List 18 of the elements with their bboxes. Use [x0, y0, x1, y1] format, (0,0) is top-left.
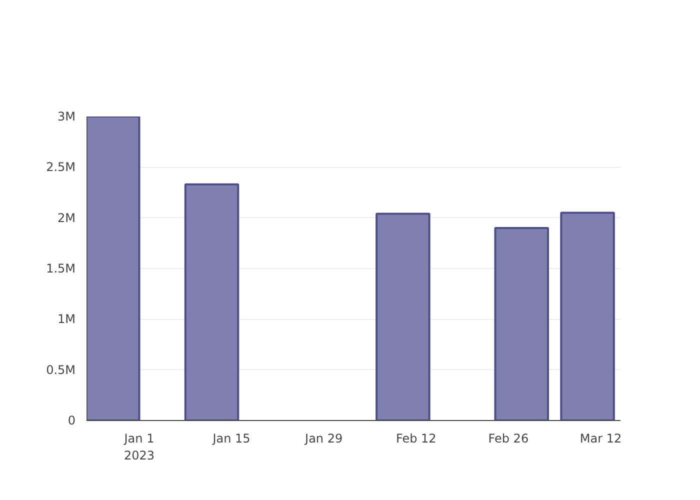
x-tick-label: Feb 26: [488, 432, 529, 446]
bar: [560, 212, 615, 420]
bar: [184, 183, 240, 420]
y-tick-label: 1.5M: [46, 262, 76, 276]
y-tick-label: 0.5M: [46, 362, 76, 377]
x-tick-label: Jan 15: [212, 432, 250, 446]
y-tick-label: 3M: [58, 110, 76, 124]
x-tick-label: Jan 1 2023: [123, 432, 155, 462]
y-tick-label: 2.5M: [46, 160, 76, 174]
bar: [494, 226, 549, 420]
x-tick-label: Jan 29: [304, 432, 343, 446]
y-tick-label: 0: [68, 414, 76, 428]
x-tick-label: Mar 12: [580, 432, 622, 446]
y-tick-label: 2M: [58, 210, 76, 225]
bar: [86, 116, 140, 420]
bar: [376, 212, 430, 420]
x-tick-label: Feb 12: [396, 432, 436, 446]
y-tick-label: 1M: [58, 312, 76, 326]
